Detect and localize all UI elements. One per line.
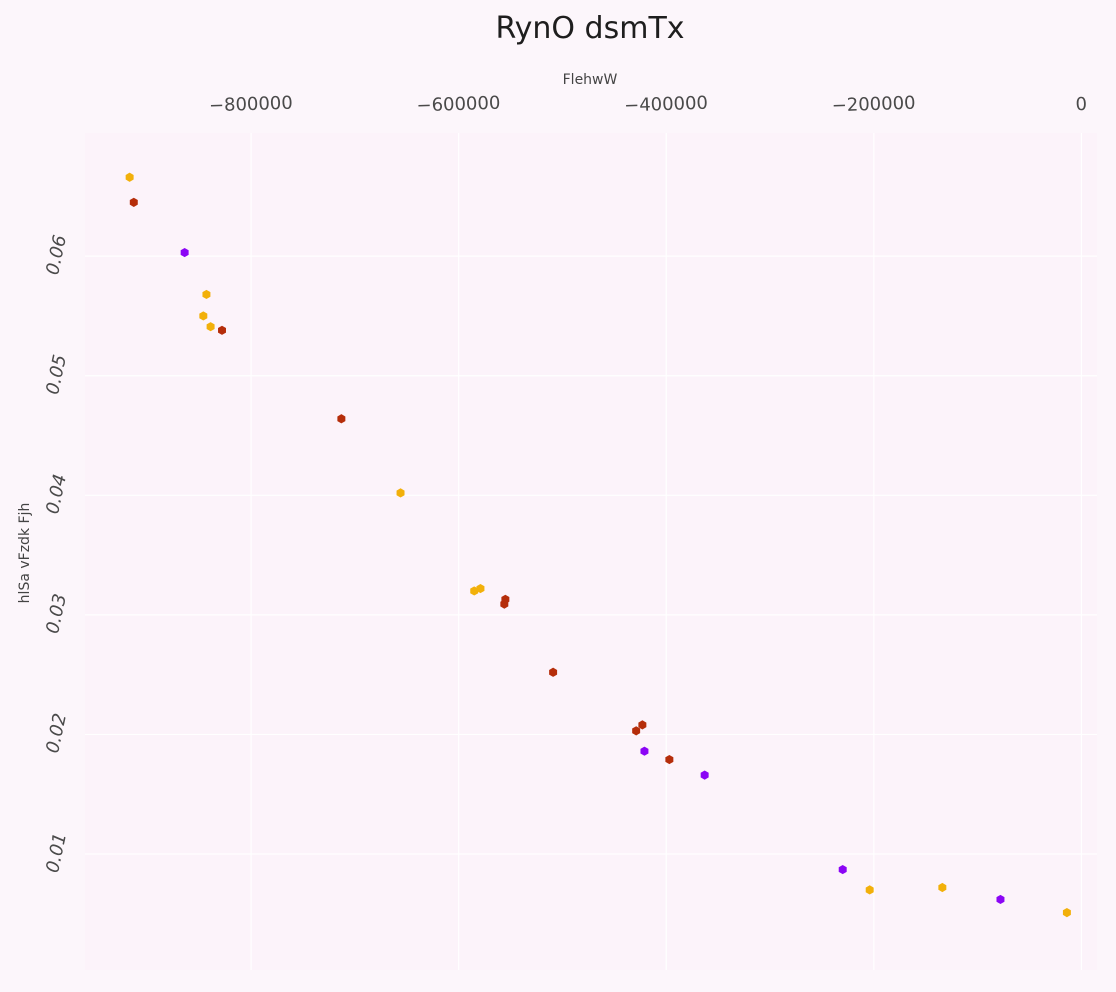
scatter-point (180, 247, 189, 258)
x-tick-label: 0 (1075, 94, 1087, 115)
y-tick-label: 0.02 (42, 712, 71, 756)
scatter-point (996, 894, 1005, 905)
scatter-point (199, 311, 208, 321)
x-axis-label: FlehwW (563, 72, 618, 88)
y-tick-label: 0.05 (42, 353, 71, 397)
y-tick-label: 0.04 (42, 472, 71, 516)
scatter-point (938, 882, 947, 893)
scatter-point (337, 414, 346, 424)
scatter-point (638, 720, 647, 730)
x-axis-ticks: −800000 −600000 −400000 −200000 0 (209, 93, 1088, 117)
scatter-point (549, 667, 558, 677)
scatter-point (396, 488, 405, 498)
scatter-point (470, 586, 479, 596)
scatter-point (700, 770, 709, 780)
x-tick-label: −400000 (624, 93, 708, 117)
scatter-point (632, 726, 641, 736)
scatter-point (218, 325, 226, 335)
scatter-point (125, 172, 134, 182)
y-tick-label: 0.06 (42, 233, 71, 277)
scatter-point (838, 864, 847, 875)
y-tick-label: 0.03 (42, 592, 71, 636)
scatter-point (865, 885, 874, 895)
scatter-point (202, 289, 211, 300)
y-axis-label: hlSa vFzdk Fjh (17, 503, 33, 604)
scatter-point (640, 746, 649, 756)
scatter-point (476, 583, 485, 594)
chart-title: RynO dsmTx (495, 11, 684, 46)
scatter-point (129, 197, 138, 207)
x-tick-label: −800000 (209, 93, 293, 117)
scatter-point (1062, 908, 1071, 918)
scatter-point (501, 594, 510, 604)
grid (85, 133, 1097, 970)
y-axis-ticks: 0.01 0.02 0.03 0.04 0.05 0.06 (42, 233, 71, 874)
plot-area (85, 133, 1097, 970)
scatter-point (206, 322, 215, 332)
x-tick-label: −200000 (831, 93, 915, 117)
y-tick-label: 0.01 (42, 831, 71, 875)
data-points (125, 172, 1071, 918)
x-tick-label: −600000 (416, 93, 500, 117)
scatter-point (665, 754, 674, 765)
